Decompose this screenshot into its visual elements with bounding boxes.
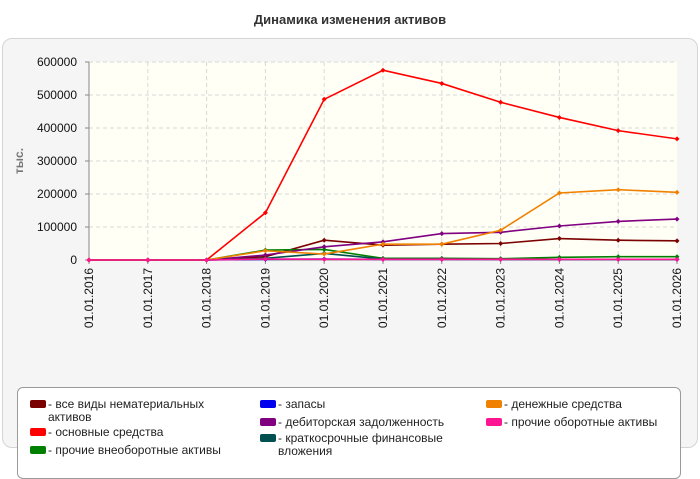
data-point (674, 256, 680, 262)
data-point (380, 241, 386, 247)
data-point (498, 256, 504, 262)
y-axis-label: тыс. (12, 148, 26, 174)
legend-label: - основные средства (48, 425, 164, 439)
x-tick-label: 01.01.2025 (611, 268, 625, 328)
x-tick-label: 01.01.2024 (552, 268, 566, 328)
legend-label: - запасы (278, 397, 326, 411)
data-point (615, 187, 621, 193)
data-point (321, 237, 327, 243)
chart-title: Динамика изменения активов (253, 12, 447, 27)
y-tick-label: 300000 (37, 154, 77, 168)
x-tick-label: 01.01.2020 (317, 268, 331, 328)
x-tick-label: 01.01.2019 (258, 268, 272, 328)
data-point (556, 114, 562, 120)
data-point (262, 248, 268, 254)
data-point (321, 246, 327, 252)
data-point (145, 257, 151, 263)
y-tick-label: 400000 (37, 121, 77, 135)
data-point (615, 256, 621, 262)
x-tick-label: 01.01.2021 (376, 268, 390, 328)
legend-swatch (30, 400, 46, 408)
data-point (439, 256, 445, 262)
legend-label: - денежные средства (504, 397, 622, 411)
data-point (556, 223, 562, 229)
data-point (498, 241, 504, 246)
legend-swatch (486, 400, 502, 408)
x-tick-label: 01.01.2017 (141, 268, 155, 328)
legend-label: - все виды нематериальных активов (48, 397, 205, 424)
data-point (674, 238, 680, 244)
data-point (556, 236, 562, 242)
legend-swatch (30, 446, 46, 454)
data-point (262, 252, 268, 258)
data-point (498, 99, 504, 105)
data-point (439, 231, 445, 237)
data-point (321, 251, 327, 257)
data-point (556, 256, 562, 262)
data-point (615, 254, 621, 260)
legend-swatch (260, 434, 276, 442)
chart-panel: 600000 500000 400000 300000 200000 100000 0 01.… (2, 38, 698, 479)
legend-swatch (260, 418, 276, 426)
legend-swatch (260, 400, 276, 408)
data-point (439, 241, 445, 247)
data-point (615, 128, 621, 134)
data-point (262, 256, 268, 262)
data-point (380, 67, 386, 73)
data-point (321, 256, 327, 262)
data-point (556, 190, 562, 196)
y-tick-label: 500000 (37, 88, 77, 102)
data-point (321, 244, 327, 250)
y-tick-label: 0 (70, 253, 77, 267)
x-tick-label: 01.01.2022 (435, 268, 449, 328)
x-tick-label: 01.01.2016 (82, 268, 96, 328)
x-tick-label: 01.01.2023 (494, 268, 508, 328)
plot-area: 600000 500000 400000 300000 200000 100000 0 01.… (12, 55, 684, 328)
x-tick-label: 01.01.2026 (670, 268, 684, 328)
y-tick-label: 600000 (37, 55, 77, 69)
data-point (498, 227, 504, 233)
y-tick-label: 100000 (37, 220, 77, 234)
legend-label: - краткосрочные финансовые вложения (278, 431, 443, 458)
legend: - все виды нематериальных активов - основ… (17, 387, 681, 479)
legend-swatch (30, 428, 46, 436)
data-point (380, 256, 386, 262)
data-point (262, 210, 268, 216)
data-point (674, 189, 680, 195)
data-point (204, 257, 210, 263)
data-point (615, 237, 621, 243)
data-point (674, 136, 680, 142)
legend-label: - прочие внеоборотные активы (48, 443, 221, 457)
data-point (674, 254, 680, 260)
legend-swatch (486, 418, 502, 426)
y-tick-label: 200000 (37, 187, 77, 201)
x-tick-label: 01.01.2018 (200, 268, 214, 328)
data-point (674, 216, 680, 222)
data-point (86, 257, 92, 263)
legend-label: - прочие оборотные активы (504, 415, 658, 429)
legend-label: - дебиторская задолженность (278, 415, 445, 429)
data-point (615, 218, 621, 224)
data-point (321, 96, 327, 102)
data-point (439, 80, 445, 86)
